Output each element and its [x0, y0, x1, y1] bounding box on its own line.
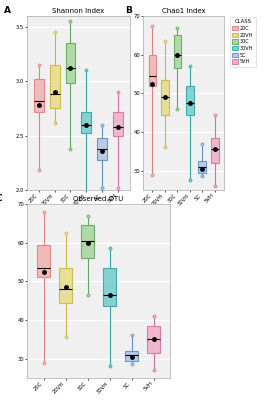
Legend: 20C, 20VH, 30C, 30VH, 5C, 5VH: 20C, 20VH, 30C, 30VH, 5C, 5VH	[230, 17, 256, 67]
Title: Chao1 Index: Chao1 Index	[162, 8, 205, 14]
PathPatch shape	[81, 225, 94, 258]
PathPatch shape	[97, 138, 107, 160]
PathPatch shape	[147, 326, 160, 353]
PathPatch shape	[148, 55, 156, 86]
PathPatch shape	[81, 112, 91, 134]
PathPatch shape	[113, 112, 123, 136]
Text: C: C	[0, 194, 2, 202]
PathPatch shape	[161, 80, 169, 115]
PathPatch shape	[66, 43, 75, 84]
Text: A: A	[4, 6, 11, 14]
PathPatch shape	[59, 268, 72, 302]
PathPatch shape	[37, 245, 50, 278]
Title: Observed OTU: Observed OTU	[73, 196, 124, 202]
Text: B: B	[125, 6, 132, 14]
PathPatch shape	[50, 65, 59, 108]
Title: Shannon Index: Shannon Index	[52, 8, 104, 14]
PathPatch shape	[174, 35, 181, 68]
PathPatch shape	[198, 161, 206, 173]
PathPatch shape	[125, 351, 139, 361]
PathPatch shape	[34, 79, 44, 112]
PathPatch shape	[211, 138, 219, 163]
PathPatch shape	[186, 86, 194, 115]
PathPatch shape	[103, 268, 116, 306]
